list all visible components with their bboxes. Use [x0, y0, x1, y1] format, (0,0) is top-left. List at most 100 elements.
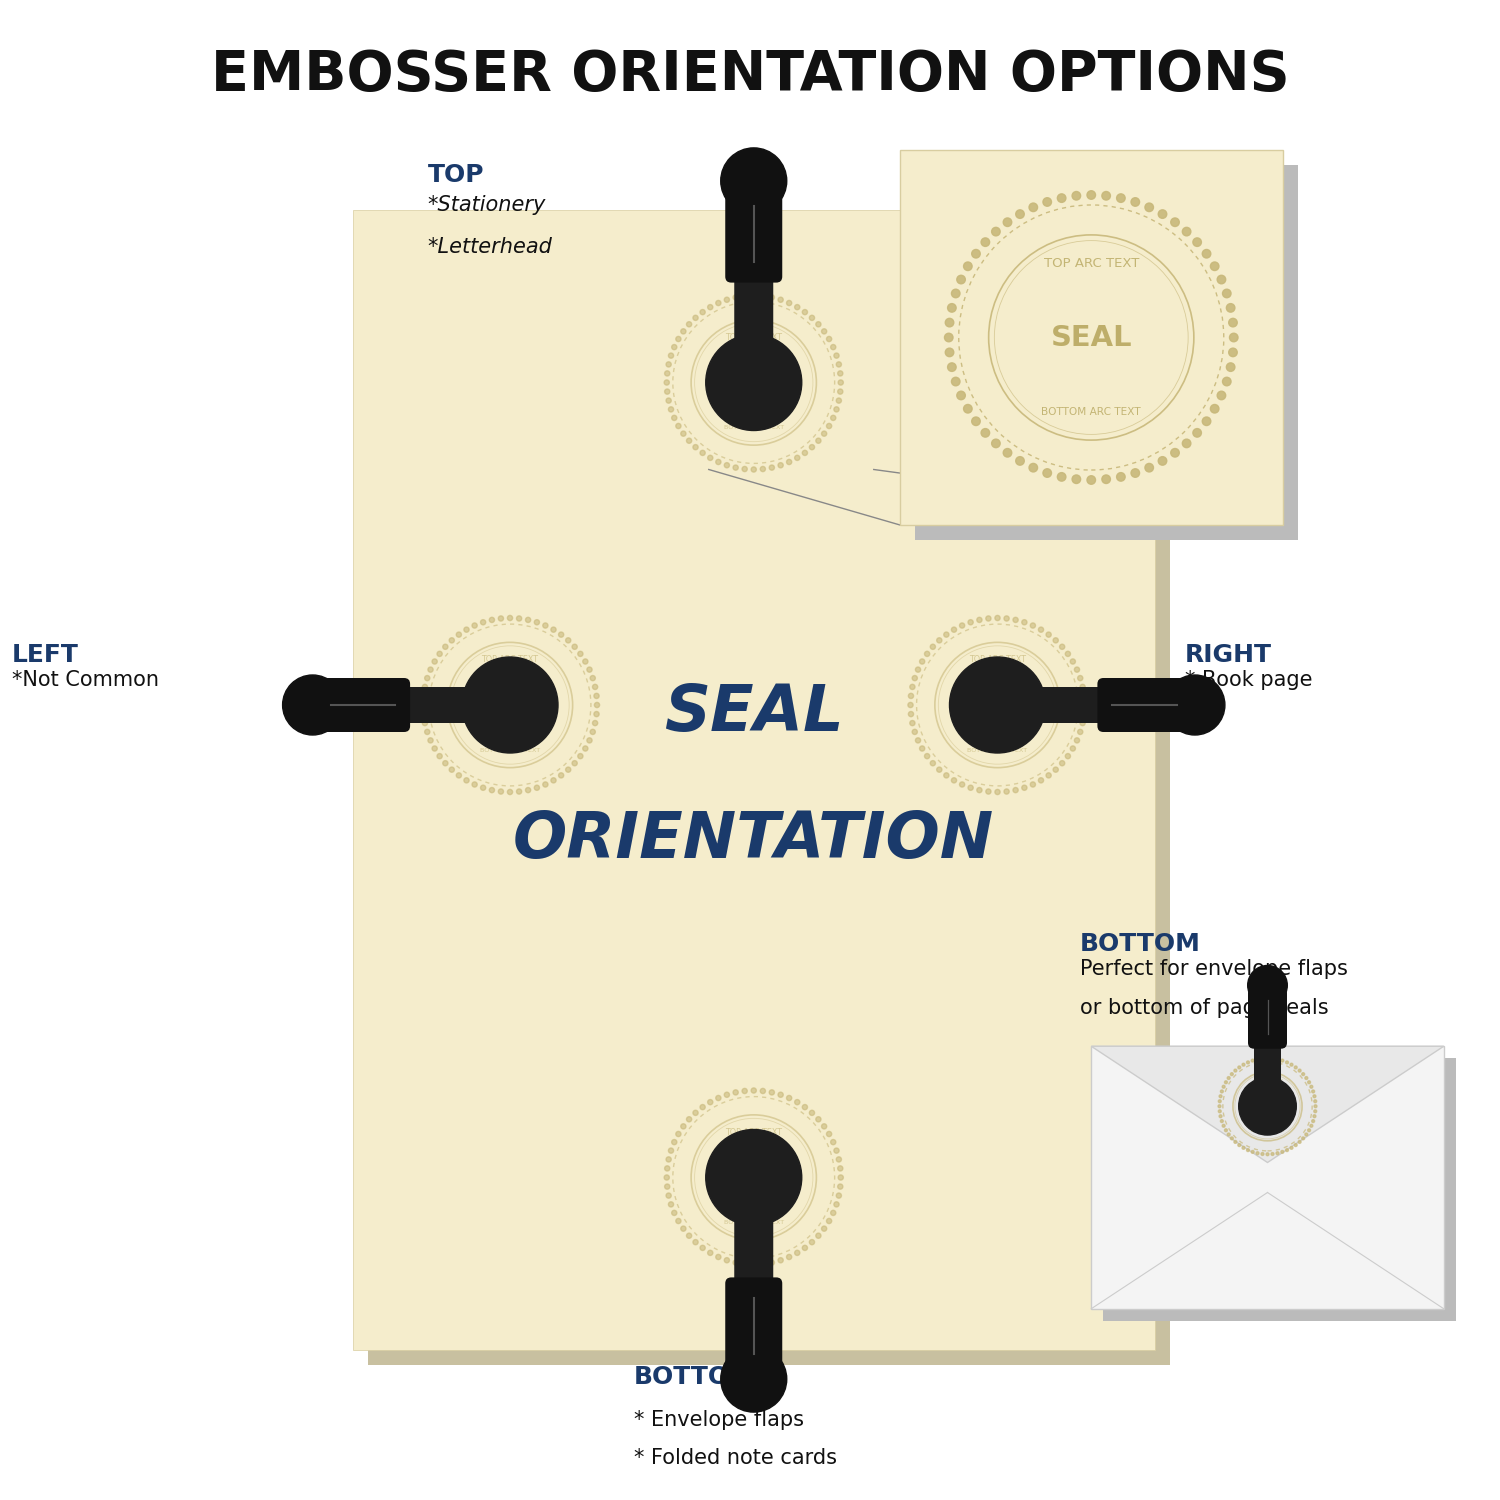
Text: TOP ARC TEXT: TOP ARC TEXT [1044, 256, 1138, 270]
Text: SEAL: SEAL [972, 696, 1023, 714]
Circle shape [795, 454, 800, 460]
Circle shape [700, 1104, 705, 1110]
Circle shape [676, 1218, 681, 1224]
Circle shape [543, 622, 548, 628]
Circle shape [1082, 711, 1086, 717]
Circle shape [724, 462, 729, 468]
Circle shape [1038, 777, 1044, 783]
Circle shape [837, 370, 843, 376]
Circle shape [816, 1116, 821, 1122]
Circle shape [716, 300, 722, 306]
Circle shape [687, 321, 692, 327]
Circle shape [669, 1202, 674, 1208]
Circle shape [1131, 198, 1140, 206]
Circle shape [572, 644, 578, 650]
Circle shape [1144, 464, 1154, 472]
FancyBboxPatch shape [724, 1278, 783, 1372]
Circle shape [708, 304, 712, 310]
Circle shape [1256, 1152, 1258, 1155]
Circle shape [681, 1226, 686, 1232]
Circle shape [1312, 1095, 1316, 1098]
Circle shape [672, 1140, 676, 1144]
Circle shape [1070, 658, 1076, 664]
Circle shape [734, 296, 738, 300]
Circle shape [1218, 1100, 1221, 1102]
Circle shape [1013, 788, 1019, 792]
Text: BOTTOM ARC TEXT: BOTTOM ARC TEXT [480, 747, 540, 753]
Circle shape [948, 303, 956, 312]
Circle shape [669, 406, 674, 412]
Circle shape [1074, 738, 1080, 742]
Circle shape [436, 753, 442, 759]
Circle shape [566, 638, 572, 644]
Circle shape [992, 440, 1000, 447]
Text: TOP ARC TEXT: TOP ARC TEXT [724, 1128, 782, 1137]
Circle shape [586, 738, 592, 742]
Circle shape [1262, 1152, 1264, 1155]
Circle shape [681, 1124, 686, 1130]
Circle shape [1228, 348, 1238, 357]
Circle shape [1022, 784, 1028, 790]
Text: SEAL: SEAL [729, 1168, 778, 1186]
Text: TOP ARC TEXT: TOP ARC TEXT [724, 333, 782, 342]
Circle shape [1166, 675, 1226, 735]
Circle shape [464, 627, 470, 633]
Text: BOTTOM ARC TEXT: BOTTOM ARC TEXT [968, 747, 1028, 753]
Circle shape [930, 644, 936, 650]
Circle shape [672, 416, 676, 420]
Circle shape [1030, 782, 1035, 788]
Circle shape [968, 620, 974, 626]
Text: TOP ARC TEXT: TOP ARC TEXT [482, 656, 538, 664]
Circle shape [705, 1130, 801, 1226]
Circle shape [924, 651, 930, 657]
Circle shape [1192, 238, 1202, 246]
Circle shape [687, 1233, 692, 1239]
FancyBboxPatch shape [399, 687, 476, 723]
Circle shape [1210, 262, 1219, 270]
Circle shape [1311, 1090, 1314, 1094]
Circle shape [1004, 789, 1010, 794]
Circle shape [1192, 429, 1202, 436]
Circle shape [945, 333, 952, 342]
Circle shape [831, 416, 836, 420]
Text: BOTTOM ARC TEXT: BOTTOM ARC TEXT [1041, 406, 1142, 417]
Circle shape [963, 262, 972, 270]
Circle shape [1059, 644, 1065, 650]
Circle shape [1203, 249, 1210, 258]
Circle shape [915, 738, 921, 742]
Circle shape [1170, 217, 1179, 226]
Circle shape [1276, 1152, 1280, 1155]
Circle shape [462, 657, 558, 753]
Circle shape [578, 651, 584, 657]
Circle shape [1298, 1070, 1300, 1072]
Circle shape [836, 1192, 842, 1198]
FancyBboxPatch shape [1032, 687, 1108, 723]
Circle shape [582, 658, 588, 664]
Circle shape [708, 454, 712, 460]
Circle shape [734, 1260, 738, 1264]
Circle shape [957, 392, 966, 399]
Circle shape [489, 788, 495, 792]
Circle shape [282, 675, 342, 735]
Text: BOTTOM: BOTTOM [633, 1365, 754, 1389]
Circle shape [1314, 1100, 1317, 1102]
Circle shape [827, 1131, 831, 1137]
Circle shape [1227, 1077, 1230, 1080]
Circle shape [1042, 198, 1052, 206]
Circle shape [693, 444, 698, 450]
Circle shape [1227, 303, 1234, 312]
Circle shape [822, 328, 827, 334]
Circle shape [920, 746, 926, 752]
Circle shape [676, 423, 681, 429]
Circle shape [666, 398, 672, 404]
Circle shape [930, 760, 936, 766]
Circle shape [666, 1156, 672, 1162]
Circle shape [778, 297, 783, 303]
Circle shape [770, 1260, 774, 1264]
Circle shape [1286, 1060, 1288, 1064]
Circle shape [1053, 766, 1059, 772]
Circle shape [1221, 1090, 1224, 1094]
Circle shape [1276, 1058, 1280, 1060]
Circle shape [720, 148, 786, 214]
Circle shape [1058, 472, 1066, 482]
